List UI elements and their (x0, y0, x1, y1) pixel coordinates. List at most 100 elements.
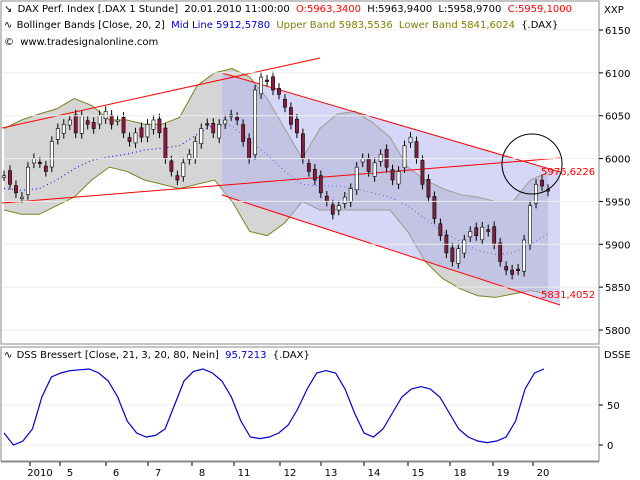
candle-body (277, 87, 281, 95)
dss-oscillator: 50 0 (2, 368, 620, 452)
candle-body (103, 111, 108, 120)
candle-body (306, 163, 311, 172)
price-tick-label: 6000 (605, 155, 630, 166)
candle-body (133, 132, 138, 144)
candle-body (474, 227, 479, 237)
ohlc-low: L:5958,9700 (438, 4, 501, 15)
candle-body (151, 119, 156, 130)
time-tick-label: 5 (67, 468, 73, 479)
candle-body (241, 124, 246, 142)
candle-body (324, 195, 329, 202)
candle-body (283, 99, 287, 108)
price-panel-frame (0, 0, 600, 345)
candle-body (498, 242, 503, 262)
price-tick-label: 5850 (605, 283, 630, 294)
copyright-icon: © (4, 37, 14, 48)
osc-axis-label: DSSE (604, 350, 631, 361)
candle-body (187, 153, 192, 160)
candle-body (211, 123, 216, 134)
candle-body (85, 120, 90, 125)
ohlc-open: O:5963,3400 (296, 4, 361, 15)
candle-body (217, 123, 222, 139)
bollinger-lower: Lower Band 5841,6024 (399, 20, 515, 31)
right-axis-top-label: XXP (604, 5, 624, 16)
candle-body (247, 138, 251, 159)
candle-body (366, 158, 371, 172)
candle-body (432, 196, 437, 219)
candle-body (79, 115, 84, 134)
candle-body (175, 175, 180, 181)
candle-body (342, 196, 347, 204)
bollinger-mid: Mid Line 5912,5780 (171, 20, 270, 31)
price-tick-label: 6100 (605, 69, 630, 80)
candle-body (408, 136, 413, 143)
time-tick-label: 12 (284, 468, 297, 479)
price-tick-label: 5950 (605, 197, 630, 208)
price-tick-label: 6150 (605, 26, 630, 37)
candle-body (193, 141, 198, 159)
candle-body (91, 122, 96, 129)
candle-body (360, 158, 365, 163)
candle-body (510, 269, 515, 275)
candle-body (109, 114, 114, 125)
candle-body (2, 175, 6, 178)
candle-body (235, 117, 240, 121)
time-tick-label: 13 (325, 468, 338, 479)
candle-body (312, 168, 317, 181)
bollinger-name: Bollinger Bands [Close, 20, 2] (17, 20, 165, 31)
candle-body (462, 239, 467, 254)
website-link[interactable]: www.tradesignalonline.com (20, 37, 158, 48)
candle-body (390, 169, 395, 181)
candle-body (348, 188, 353, 203)
time-tick-label: 7 (155, 468, 161, 479)
candle-body (265, 79, 269, 82)
osc-tick-label: 0 (607, 441, 613, 452)
candle-body (450, 247, 455, 262)
candle-body (127, 137, 132, 142)
candle-body (26, 166, 30, 195)
candle-body (301, 133, 305, 159)
candle-body (253, 89, 257, 155)
candle-body (223, 119, 228, 125)
candle-body (492, 226, 497, 245)
candle-body (336, 205, 341, 211)
lower-channel-value: 5831,4052 (541, 290, 595, 301)
price-axis: 6150 6100 6050 6000 5950 5900 5850 5800 (2, 26, 630, 337)
time-axis: 2010 5 6 7 8 11 12 13 14 15 18 19 20 (27, 462, 549, 479)
candle-body (37, 161, 42, 164)
candle-body (14, 185, 18, 194)
candle-body (318, 175, 323, 194)
candle-body (20, 196, 24, 199)
candle-body (169, 160, 174, 172)
time-tick-label: 20 (537, 468, 550, 479)
candle-body (61, 123, 66, 134)
candle-body (420, 160, 425, 185)
candle-body (8, 170, 12, 185)
candle-body (115, 119, 120, 122)
candle-body (456, 248, 461, 264)
dss-tail: {.DAX} (273, 350, 310, 361)
candle-body (139, 127, 144, 138)
candle-body (396, 171, 401, 185)
candle-body (73, 114, 78, 134)
time-tick-label: 8 (199, 468, 205, 479)
candle-body (522, 239, 526, 272)
candle-body (199, 128, 204, 144)
candle-body (480, 226, 485, 241)
candle-body (259, 76, 263, 95)
dss-value: 95,7213 (225, 350, 266, 361)
chart-minimize-icon[interactable]: ↘ (4, 4, 12, 15)
candle-body (97, 115, 102, 125)
candle-body (402, 145, 407, 169)
candle-body (157, 118, 162, 134)
candle-body (145, 123, 150, 138)
candle-body (372, 162, 377, 177)
time-tick-label: 6 (113, 468, 119, 479)
osc-panel-frame (0, 346, 600, 462)
price-tick-label: 6050 (605, 112, 630, 123)
candle-body (354, 166, 359, 191)
candle-body (67, 119, 72, 126)
osc-header: ∿ DSS Bressert [Close, 21, 3, 20, 80, Ne… (4, 350, 310, 361)
